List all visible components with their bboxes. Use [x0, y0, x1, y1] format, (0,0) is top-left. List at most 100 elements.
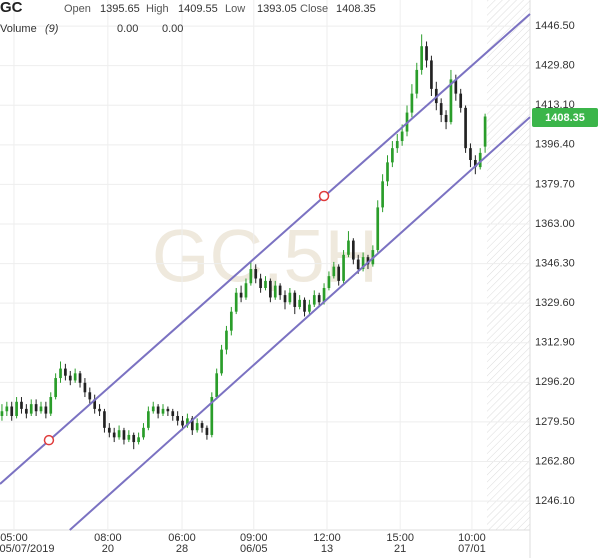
y-tick-label: 1429.80 — [535, 60, 575, 72]
candle-body — [25, 408, 28, 414]
candle-body — [103, 411, 106, 428]
candle-body — [59, 368, 62, 379]
x-tick-date: 20 — [102, 543, 114, 555]
y-tick-label: 1413.10 — [535, 99, 575, 111]
candle-body — [215, 373, 219, 398]
candle-body — [205, 427, 209, 435]
close-value: 1408.35 — [336, 3, 376, 15]
candle-body — [293, 292, 297, 307]
x-tick-date: 28 — [176, 543, 188, 555]
x-tick-label: 08:00 — [94, 532, 122, 544]
candle-body — [88, 392, 92, 400]
candle-body — [395, 141, 399, 149]
y-tick-label: 1246.10 — [535, 495, 575, 507]
candle-body — [239, 292, 243, 298]
candle-body — [391, 148, 394, 163]
candle-body — [73, 373, 77, 381]
candle-body — [186, 418, 189, 426]
candle-body — [249, 269, 253, 284]
candle-body — [0, 411, 4, 416]
candle-body — [254, 269, 258, 279]
volume-value: 0.00 — [117, 23, 138, 35]
candle-body — [98, 408, 101, 412]
candle-body — [15, 401, 18, 416]
candle-body — [93, 399, 97, 409]
y-tick-label: 1346.30 — [535, 257, 575, 269]
candle-body — [425, 46, 428, 61]
candle-body — [181, 420, 184, 426]
candle-body — [269, 280, 272, 298]
open-label: Open — [64, 3, 91, 15]
candle-body — [273, 285, 277, 298]
candle-body — [210, 397, 214, 435]
volume-label: Volume — [0, 23, 37, 35]
y-tick-label: 1446.50 — [535, 20, 575, 32]
candle-body — [376, 207, 380, 251]
candle-body — [190, 418, 194, 431]
x-tick-date: 07/01 — [458, 543, 486, 555]
candle-body — [473, 159, 477, 168]
candle-body — [117, 430, 121, 438]
x-tick-date: 06/05 — [240, 543, 268, 555]
candle-body — [112, 432, 116, 438]
candle-body — [347, 240, 350, 255]
x-tick-label: 15:00 — [386, 532, 414, 544]
y-tick-label: 1312.90 — [535, 337, 575, 349]
candle-body — [366, 257, 370, 265]
candle-body — [317, 295, 321, 303]
candle-body — [195, 423, 199, 431]
candle-body — [312, 295, 316, 305]
candle-body — [44, 406, 48, 414]
x-tick-label: 05:00 — [0, 532, 28, 544]
low-value: 1393.05 — [257, 3, 297, 15]
candle-body — [303, 299, 306, 312]
symbol: GC — [0, 0, 23, 16]
candle-body — [49, 397, 53, 414]
candle-body — [29, 404, 33, 414]
candle-body — [156, 406, 160, 414]
channel-anchor — [43, 434, 55, 446]
x-tick-label: 10:00 — [458, 532, 486, 544]
candle-body — [259, 278, 262, 288]
candle-body — [483, 116, 487, 147]
candle-body — [410, 93, 414, 113]
candle-body — [361, 257, 365, 270]
x-tick-date: 13 — [321, 543, 333, 555]
candle-body — [386, 162, 389, 182]
candle-body — [454, 79, 458, 94]
candle-body — [64, 368, 67, 376]
candle-body — [464, 107, 467, 149]
candle-body — [39, 406, 43, 412]
candle-body — [332, 266, 336, 277]
y-tick-label: 1279.50 — [535, 416, 575, 428]
channel-line — [0, 13, 531, 485]
candle-body — [151, 406, 155, 412]
channel-line — [69, 116, 531, 531]
candle-body — [327, 276, 331, 288]
candle-body — [142, 427, 145, 438]
candle-body — [166, 408, 170, 412]
candle-body — [225, 330, 228, 350]
candle-body — [5, 406, 9, 412]
candle-body — [132, 434, 136, 443]
price-label: 1408.35 — [545, 112, 585, 124]
candle-body — [200, 423, 204, 428]
candle-body — [420, 46, 423, 70]
candle-body — [337, 266, 341, 281]
y-tick-label: 1296.20 — [535, 376, 575, 388]
high-value: 1409.55 — [178, 3, 218, 15]
candle-body — [34, 404, 38, 412]
volume-value: 0.00 — [162, 23, 183, 35]
candle-body — [176, 415, 179, 421]
candle-body — [264, 280, 267, 288]
candle-body — [322, 287, 326, 303]
y-tick-label: 1396.40 — [535, 139, 575, 151]
low-label: Low — [225, 3, 245, 15]
candle-body — [171, 411, 175, 416]
x-tick-label: 06:00 — [168, 532, 196, 544]
x-tick-date: 05/07/2019 — [0, 543, 55, 555]
candle-body — [351, 240, 355, 260]
candle-body — [400, 131, 404, 142]
candle-body — [298, 299, 301, 307]
